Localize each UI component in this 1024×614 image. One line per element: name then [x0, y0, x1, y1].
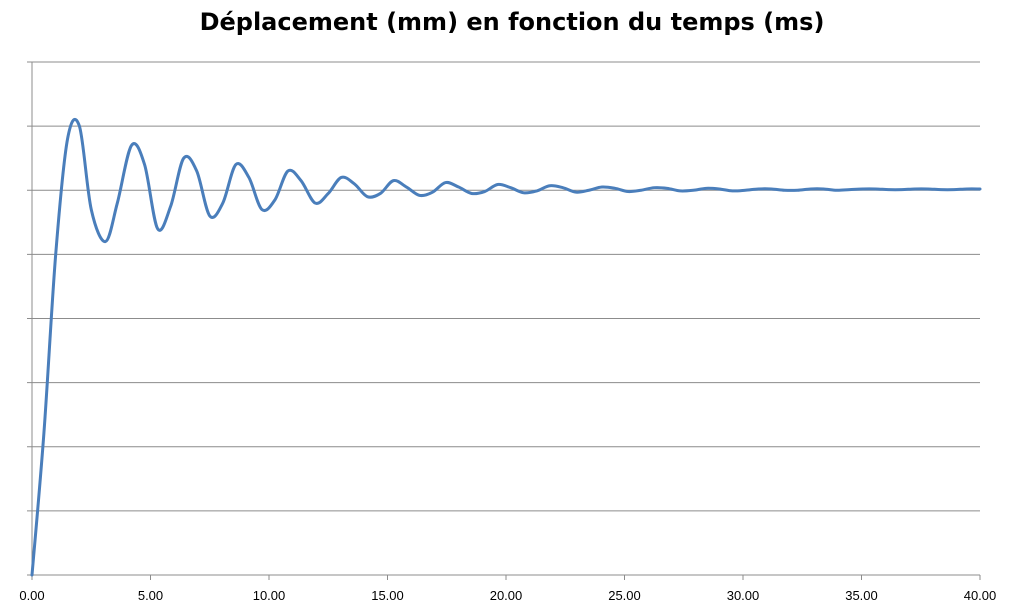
series-layer — [30, 117, 982, 577]
gridlines — [32, 61, 980, 512]
series-line — [30, 117, 982, 577]
x-tick-label: 35.00 — [845, 588, 878, 603]
x-tick-label: 15.00 — [371, 588, 404, 603]
x-tick-label: 20.00 — [490, 588, 523, 603]
x-tick-label: 30.00 — [727, 588, 760, 603]
x-tick-label: 5.00 — [138, 588, 163, 603]
x-tick-label: 40.00 — [964, 588, 997, 603]
chart-title: Déplacement (mm) en fonction du temps (m… — [199, 8, 825, 36]
x-tick-labels: 0.00 5.00 10.00 15.00 20.00 25.00 30.00 35.00 40… — [19, 588, 996, 603]
x-tick-label: 25.00 — [608, 588, 641, 603]
x-tick-label: 0.00 — [19, 588, 44, 603]
axes — [27, 61, 981, 580]
x-tick-label: 10.00 — [253, 588, 286, 603]
